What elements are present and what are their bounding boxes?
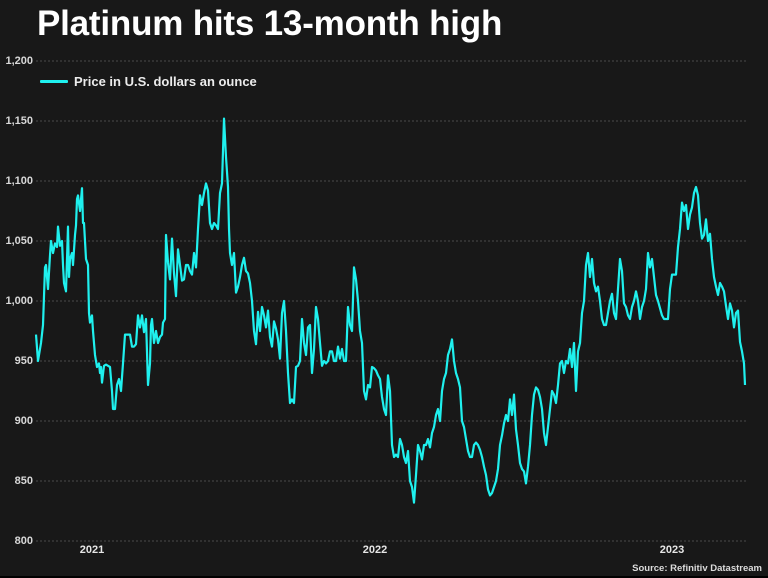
y-tick-label: 1,200	[5, 55, 33, 67]
bottom-border	[0, 576, 768, 578]
y-tick-label: 800	[14, 535, 33, 547]
legend-label: Price in U.S. dollars an ounce	[74, 74, 257, 89]
y-tick-label: 850	[14, 475, 33, 487]
y-tick-label: 1,000	[5, 295, 33, 307]
legend: Price in U.S. dollars an ounce	[40, 74, 257, 89]
y-tick-label: 1,150	[5, 115, 33, 127]
y-tick-label: 1,050	[5, 235, 33, 247]
y-tick-label: 950	[14, 355, 33, 367]
x-tick-label: 2023	[659, 544, 685, 556]
x-tick-label: 2022	[362, 544, 388, 556]
x-tick-label: 2021	[79, 544, 105, 556]
y-tick-label: 900	[14, 415, 33, 427]
price-line	[34, 117, 747, 504]
chart-title: Platinum hits 13-month high	[37, 4, 503, 43]
legend-line-icon	[40, 80, 68, 83]
y-tick-label: 1,100	[5, 175, 33, 187]
source-note: Source: Refinitiv Datastream	[632, 563, 762, 574]
